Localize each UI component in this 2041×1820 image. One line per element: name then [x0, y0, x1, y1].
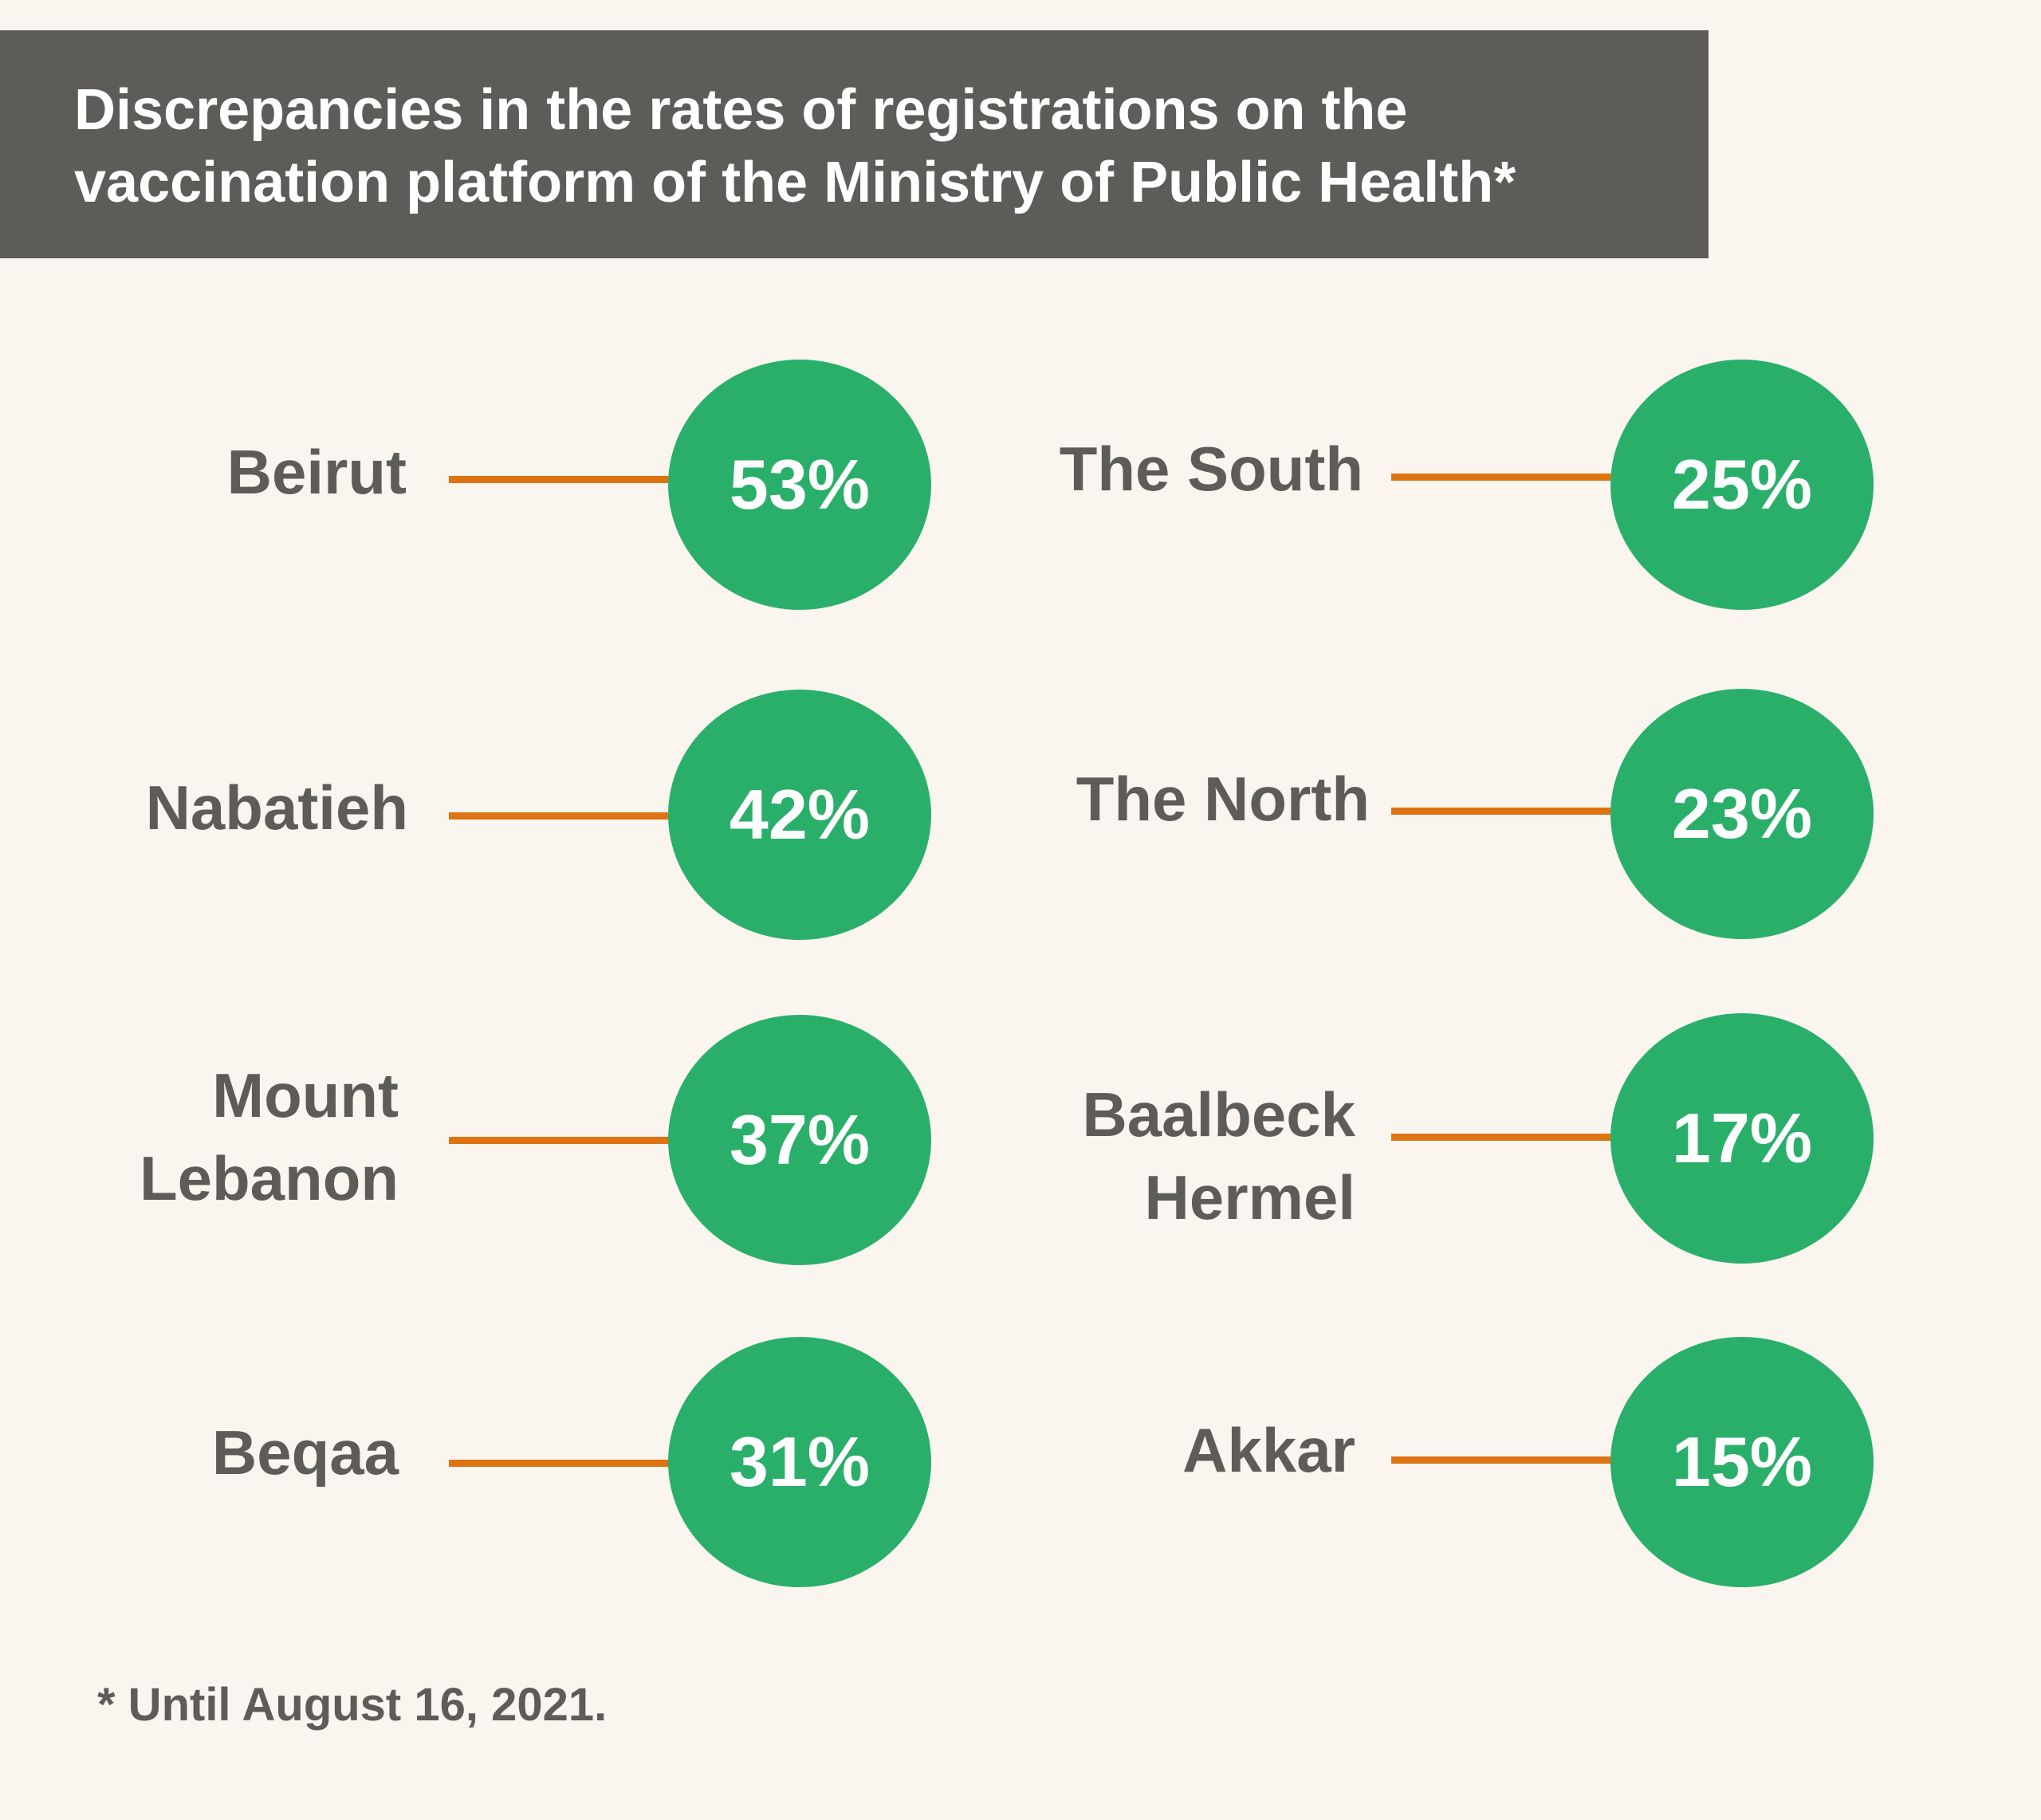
percentage-value: 15% — [1671, 1422, 1813, 1501]
region-label: Beqaa — [211, 1417, 399, 1488]
connector-line — [449, 812, 670, 820]
connector-line — [449, 1137, 670, 1144]
connector-line — [1391, 1134, 1613, 1141]
percentage-bubble: 42% — [668, 690, 931, 940]
region-label: Nabatieh — [145, 772, 408, 843]
percentage-bubble: 31% — [668, 1337, 931, 1587]
footnote: * Until August 16, 2021. — [97, 1679, 608, 1731]
title-banner — [0, 30, 1709, 258]
percentage-value: 17% — [1671, 1099, 1813, 1177]
percentage-value: 23% — [1671, 774, 1813, 853]
region-label: Beirut — [226, 437, 407, 507]
percentage-value: 42% — [729, 775, 871, 854]
region-label: Mount Lebanon — [140, 1060, 399, 1213]
percentage-bubble: 37% — [668, 1015, 931, 1265]
percentage-bubble: 15% — [1610, 1337, 1874, 1587]
percentage-bubble: 53% — [668, 360, 931, 610]
region-label: Baalbeck Hermel — [1082, 1079, 1355, 1232]
percentage-value: 25% — [1671, 445, 1813, 524]
connector-line — [449, 1460, 670, 1467]
percentage-value: 37% — [729, 1100, 871, 1179]
percentage-bubble: 25% — [1610, 360, 1874, 610]
title-line-2: vaccination platform of the Ministry of … — [74, 151, 1516, 214]
region-label: Akkar — [1182, 1415, 1355, 1485]
title-line-1: Discrepancies in the rates of registrati… — [74, 78, 1408, 142]
percentage-value: 53% — [729, 445, 871, 524]
region-label: The South — [1059, 434, 1363, 504]
connector-line — [449, 476, 670, 483]
connector-line — [1391, 808, 1613, 815]
connector-line — [1391, 1456, 1613, 1464]
percentage-bubble: 23% — [1610, 689, 1874, 939]
percentage-bubble: 17% — [1610, 1013, 1874, 1264]
percentage-value: 31% — [729, 1422, 871, 1501]
connector-line — [1391, 474, 1613, 481]
region-label: The North — [1076, 764, 1370, 834]
